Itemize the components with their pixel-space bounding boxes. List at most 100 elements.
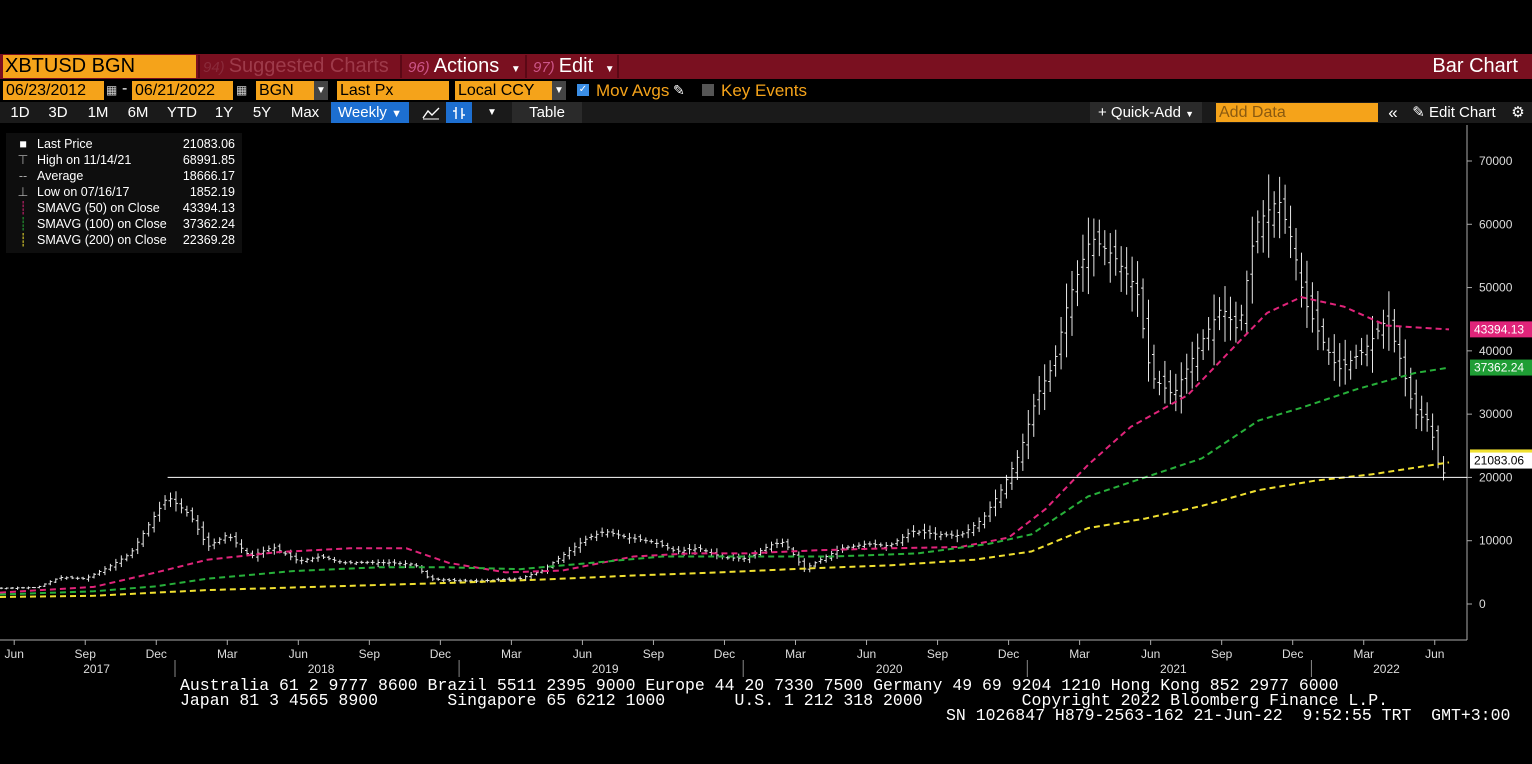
x-month-label: Dec — [1282, 647, 1303, 661]
actions-number: 96) — [408, 59, 430, 76]
y-axis: 0 10000 20000 30000 40000 50000 60000 70000 — [1466, 125, 1513, 640]
x-year-label: 2020 — [876, 662, 903, 676]
value-tag — [1470, 359, 1532, 376]
period-5y-button[interactable]: 5Y — [252, 104, 272, 121]
legend-label: Low on 07/16/17 — [37, 185, 130, 199]
pencil-icon: ✎ — [1412, 104, 1425, 121]
actions-menu-button[interactable]: 96) Actions ▼ — [408, 55, 521, 78]
mov-avgs-checkbox[interactable]: ✓ — [577, 84, 589, 96]
legend-value: 68991.85 — [182, 153, 235, 167]
average-line-icon: -- — [18, 169, 28, 183]
price-field[interactable]: Last Px — [337, 81, 449, 100]
title-divider — [617, 55, 619, 78]
legend-value: 37362.24 — [182, 217, 235, 231]
square-icon: ■ — [19, 137, 27, 151]
edit-number: 97) — [533, 59, 555, 76]
x-month-label: Jun — [1425, 647, 1444, 661]
edit-menu-button[interactable]: 97) Edit ▼ — [533, 55, 615, 78]
x-year-label: 2022 — [1373, 662, 1400, 676]
pencil-icon[interactable]: ✎ — [673, 82, 685, 98]
bar-chart-icon[interactable] — [446, 102, 472, 123]
chart-style-dropdown-icon[interactable]: ▼ — [487, 107, 497, 118]
collapse-double-chevron-icon[interactable]: « — [1388, 103, 1398, 122]
legend-item-smavg-50[interactable]: ┊ SMAVG (50) on Close 43394.13 — [6, 200, 242, 216]
y-tick-label: 50000 — [1479, 281, 1513, 295]
x-month-label: Jun — [573, 647, 592, 661]
title-divider — [198, 55, 200, 78]
legend-value: 22369.28 — [182, 233, 235, 247]
dropdown-arrow-icon[interactable]: ▼ — [314, 81, 328, 100]
legend-value: 1852.19 — [189, 185, 235, 199]
dropdown-arrow-icon[interactable]: ▼ — [552, 81, 566, 100]
quick-add-button[interactable]: + Quick-Add ▼ — [1090, 102, 1202, 123]
period-1d-button[interactable]: 1D — [10, 104, 30, 121]
start-date-field[interactable]: 06/23/2012 — [3, 81, 104, 100]
y-tick-label: 0 — [1479, 597, 1486, 611]
legend-label: SMAVG (200) on Close — [37, 233, 167, 247]
table-button[interactable]: Table — [512, 102, 582, 123]
legend-item-smavg-100[interactable]: ┊ SMAVG (100) on Close 37362.24 — [6, 216, 242, 232]
edit-chart-button[interactable]: ✎ Edit Chart — [1406, 102, 1502, 123]
dashed-line-icon: ┊ — [19, 217, 27, 231]
period-6m-button[interactable]: 6M — [127, 104, 149, 121]
edit-label: Edit — [558, 55, 594, 77]
footer-contacts-line2: Japan 81 3 4565 8900 Singapore 65 6212 1… — [180, 691, 1388, 710]
plus-icon: + — [1097, 104, 1107, 121]
moving-average-line-1 — [0, 366, 1450, 596]
line-chart-icon[interactable] — [418, 102, 444, 123]
legend-value: 43394.13 — [182, 201, 235, 215]
end-date-field[interactable]: 06/21/2022 — [132, 81, 233, 100]
calendar-icon[interactable]: ▦ — [106, 83, 118, 97]
frequency-label: Weekly — [338, 104, 387, 121]
calendar-icon[interactable]: ▦ — [236, 83, 248, 97]
source-field[interactable]: BGN — [256, 81, 314, 100]
suggested-charts-button[interactable]: 94) Suggested Charts — [203, 55, 389, 78]
x-year-label: 2018 — [308, 662, 335, 676]
x-month-label: Mar — [785, 647, 806, 661]
period-1m-button[interactable]: 1M — [87, 104, 109, 121]
frequency-dropdown[interactable]: Weekly ▼ — [331, 102, 409, 123]
caret-down-icon: ▼ — [604, 64, 615, 75]
quick-add-label: Quick-Add — [1110, 104, 1181, 121]
moving-average-line-0 — [0, 296, 1450, 594]
legend-item-low[interactable]: ⊥ Low on 07/16/17 1852.19 — [6, 184, 242, 200]
y-tick-label: 60000 — [1479, 217, 1513, 231]
high-marker-icon: ⊤ — [17, 153, 29, 167]
price-bars — [0, 174, 1446, 590]
period-1y-button[interactable]: 1Y — [214, 104, 234, 121]
y-tick-label: 20000 — [1479, 470, 1513, 484]
x-month-label: Mar — [1069, 647, 1090, 661]
key-events-label[interactable]: Key Events — [721, 81, 807, 100]
date-range-separator: - — [122, 80, 128, 97]
edit-chart-label: Edit Chart — [1429, 104, 1496, 121]
period-ytd-button[interactable]: YTD — [167, 104, 197, 121]
x-month-label: Jun — [857, 647, 876, 661]
x-month-label: Sep — [927, 647, 949, 661]
legend-item-high[interactable]: ⊤ High on 11/14/21 68991.85 — [6, 152, 242, 168]
caret-down-icon: ▼ — [391, 108, 402, 120]
x-year-label: 2021 — [1160, 662, 1187, 676]
x-month-label: Dec — [714, 647, 735, 661]
currency-field[interactable]: Local CCY — [455, 81, 552, 100]
legend-item-average[interactable]: -- Average 18666.17 — [6, 168, 242, 184]
mov-avgs-label[interactable]: Mov Avgs — [596, 81, 670, 100]
ticker-field[interactable]: XBTUSD BGN Curncy — [3, 55, 196, 100]
legend-item-last-price[interactable]: ■ Last Price 21083.06 — [6, 136, 242, 152]
y-tick-label: 30000 — [1479, 407, 1513, 421]
gear-icon[interactable]: ⚙ — [1511, 104, 1525, 121]
moving-average-line-2 — [0, 461, 1450, 598]
x-month-label: Sep — [1211, 647, 1233, 661]
add-data-input[interactable]: Add Data — [1216, 103, 1378, 122]
period-max-button[interactable]: Max — [290, 104, 320, 121]
price-chart[interactable]: 0 10000 20000 30000 40000 50000 60000 70000 Jun… — [0, 125, 1532, 685]
value-tag-label: 43394.13 — [1474, 322, 1524, 336]
value-tag — [1470, 452, 1532, 469]
actions-label: Actions — [433, 55, 500, 77]
x-year-label: 2017 — [83, 662, 110, 676]
dashed-line-icon: ┊ — [19, 233, 27, 247]
legend-item-smavg-200[interactable]: ┊ SMAVG (200) on Close 22369.28 — [6, 232, 242, 248]
key-events-checkbox[interactable] — [702, 84, 714, 96]
value-tag-label: 21083.06 — [1474, 454, 1524, 468]
period-3d-button[interactable]: 3D — [48, 104, 68, 121]
